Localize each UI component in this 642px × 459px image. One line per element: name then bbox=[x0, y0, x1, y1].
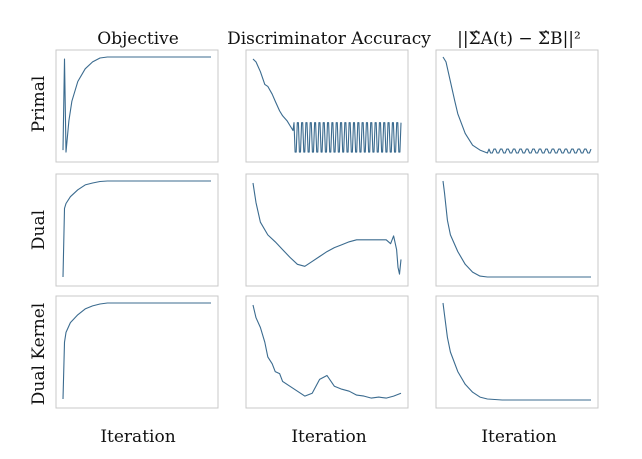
xlabel-col-2: Iteration bbox=[291, 427, 366, 447]
row-label-dual: Dual bbox=[29, 210, 49, 250]
panel-frame-dual-objective bbox=[55, 173, 219, 287]
col-title-discriminator-accuracy: Discriminator Accuracy bbox=[227, 29, 431, 49]
col-title-objective: Objective bbox=[97, 29, 179, 49]
series-line-primal-discriminator-accuracy bbox=[252, 58, 402, 153]
series-line-dual-discriminator-accuracy bbox=[252, 182, 402, 275]
series-line-dual-kernel-objective bbox=[62, 302, 211, 400]
panel-frame-dual-kernel-a-t-b bbox=[435, 295, 599, 409]
panel-frame-dual-discriminator-accuracy bbox=[245, 173, 409, 287]
series-line-dual-a-t-b bbox=[442, 180, 591, 278]
row-label-dual-kernel: Dual Kernel bbox=[29, 303, 49, 405]
xlabel-col-3: Iteration bbox=[481, 427, 556, 447]
panel-frame-dual-kernel-objective bbox=[55, 295, 219, 409]
panel-frame-dual-a-t-b bbox=[435, 173, 599, 287]
series-line-dual-kernel-discriminator-accuracy bbox=[252, 304, 402, 399]
series-line-primal-objective bbox=[62, 56, 211, 153]
series-line-dual-objective bbox=[62, 180, 211, 278]
series-line-dual-kernel-a-t-b bbox=[442, 302, 591, 401]
series-line-primal-a-t-b bbox=[442, 56, 592, 154]
panel-frame-primal-objective bbox=[55, 49, 219, 163]
row-label-primal: Primal bbox=[29, 76, 49, 133]
panel-frame-primal-a-t-b bbox=[435, 49, 599, 163]
xlabel-col-1: Iteration bbox=[100, 427, 175, 447]
col-title-sigma-diff: ||Σ̂A(t) − Σ̂B||² bbox=[457, 29, 581, 49]
panel-frame-dual-kernel-discriminator-accuracy bbox=[245, 295, 409, 409]
